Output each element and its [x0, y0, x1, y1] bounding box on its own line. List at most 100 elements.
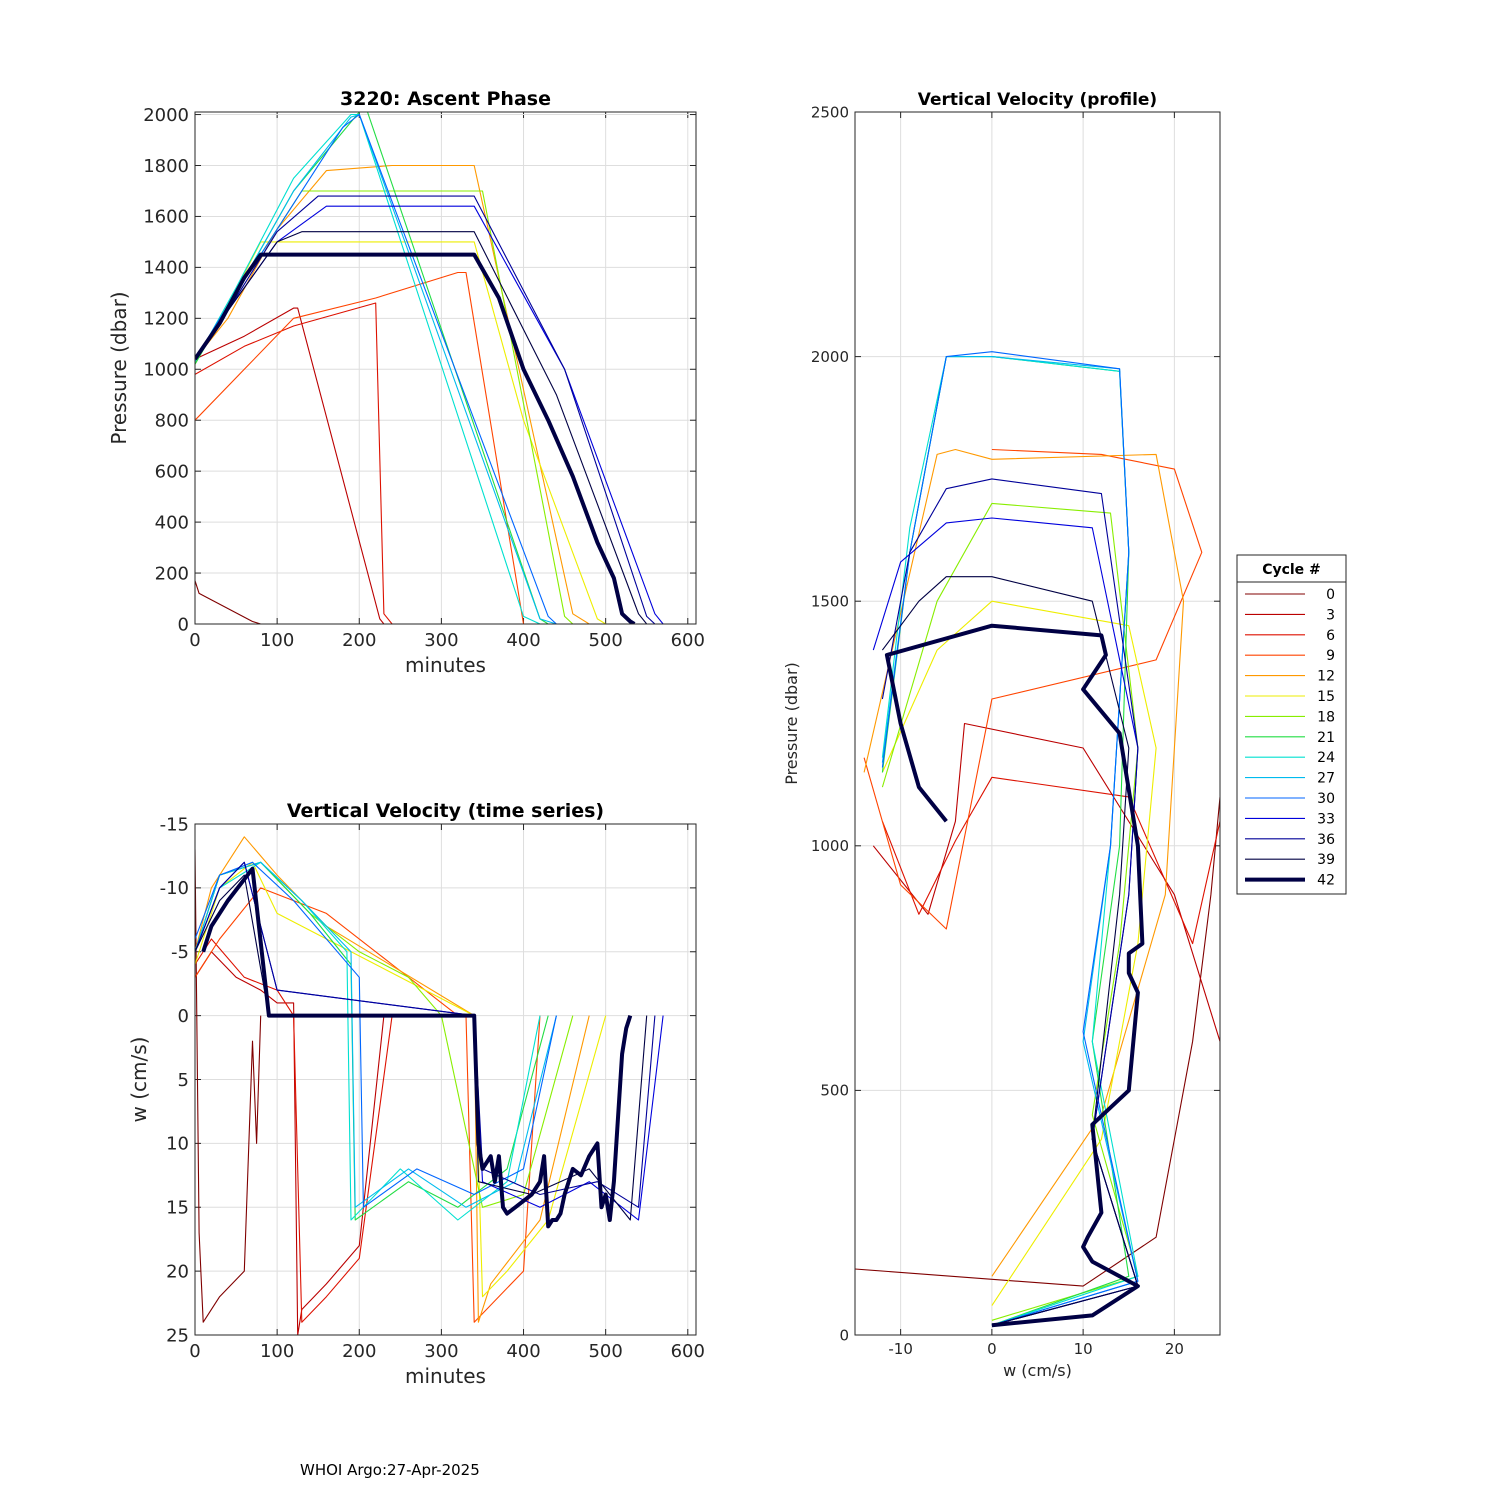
wtime-chart: 0 100 200 300 400 500 600 -15 -10 -5 0 5 10 15 20 25 Ver… [127, 800, 705, 1388]
series-line-cycle-24 [195, 113, 541, 624]
series-group [195, 836, 664, 1335]
legend-label-cycle-15: 15 [1317, 689, 1335, 705]
legend-label-cycle-33: 33 [1317, 811, 1335, 827]
series-line-cycle-12 [863, 448, 1185, 1277]
x-tick-label: 500 [588, 1341, 622, 1362]
y-tick-label: -5 [171, 942, 189, 963]
legend-label-cycle-3: 3 [1326, 607, 1335, 623]
y-tick-label: 1000 [143, 360, 189, 381]
legend-label-cycle-9: 9 [1326, 648, 1335, 664]
series-group [855, 351, 1220, 1328]
y-tick-label: 2000 [143, 105, 189, 126]
y-tick-label: -10 [160, 878, 189, 899]
legend-label-cycle-24: 24 [1317, 750, 1335, 766]
chart-title: Vertical Velocity (profile) [918, 90, 1157, 110]
legend-label-cycle-39: 39 [1317, 852, 1335, 868]
y-tick-label: 20 [166, 1261, 189, 1282]
x-axis-label: minutes [405, 653, 486, 677]
chart-title: 3220: Ascent Phase [340, 88, 551, 110]
y-tick-label: 800 [155, 411, 189, 432]
series-line-cycle-9 [863, 448, 1203, 930]
y-tick-label: 25 [166, 1325, 189, 1346]
series-line-cycle-9 [195, 271, 525, 624]
ascent-chart: 0 100 200 300 400 500 600 0 200 400 600 800 1000 1200… [107, 88, 705, 677]
x-tick-label: 600 [671, 630, 705, 651]
x-tick-label: -10 [888, 1340, 913, 1358]
legend-label-cycle-36: 36 [1317, 832, 1335, 848]
legend-label-cycle-6: 6 [1326, 628, 1335, 644]
x-tick-label: 0 [189, 1341, 200, 1362]
wprofile-chart: -10 0 10 20 0 500 1000 1500 2000 2500 Vertical Vel… [782, 90, 1221, 1380]
x-tick-label: 20 [1165, 1340, 1184, 1358]
y-tick-label: 0 [839, 1326, 849, 1344]
series-line-cycle-27 [195, 861, 557, 1208]
y-tick-label: 1400 [143, 258, 189, 279]
y-tick-label: 15 [166, 1198, 189, 1219]
series-line-cycle-0 [855, 796, 1220, 1287]
series-group [195, 112, 664, 624]
series-line-cycle-6 [881, 776, 1220, 945]
series-line-cycle-6 [195, 302, 393, 624]
y-tick-label: 500 [820, 1082, 849, 1100]
y-tick-label: -15 [160, 814, 189, 835]
series-line-cycle-0 [195, 849, 262, 1323]
axes-frame [194, 823, 697, 1336]
y-tick-label: 1600 [143, 207, 189, 228]
x-axis-label: w (cm/s) [1003, 1361, 1072, 1380]
series-line-cycle-0 [195, 580, 261, 624]
series-line-cycle-39 [881, 576, 1139, 1326]
y-tick-label: 2500 [811, 103, 849, 121]
x-tick-label: 400 [506, 630, 540, 651]
x-tick-label: 300 [424, 1341, 458, 1362]
y-tick-label: 5 [178, 1070, 189, 1091]
x-tick-label: 300 [424, 630, 458, 651]
series-line-cycle-15 [881, 600, 1157, 1306]
legend-label-cycle-0: 0 [1326, 587, 1335, 603]
axes-frame [194, 111, 697, 625]
y-tick-label: 1800 [143, 156, 189, 177]
legend-title: Cycle # [1262, 562, 1321, 578]
y-tick-label: 10 [166, 1134, 189, 1155]
y-axis-label: Pressure (dbar) [782, 662, 801, 785]
y-tick-label: 0 [178, 614, 189, 635]
x-tick-label: 10 [1074, 1340, 1093, 1358]
series-line-cycle-24 [195, 861, 541, 1221]
legend-label-cycle-18: 18 [1317, 709, 1335, 725]
plot-area [855, 112, 1220, 1335]
chart-title: Vertical Velocity (time series) [287, 800, 604, 822]
series-line-cycle-42 [201, 866, 633, 1229]
axes-frame [854, 111, 1221, 1336]
y-tick-label: 0 [178, 1006, 189, 1027]
legend-label-cycle-30: 30 [1317, 791, 1335, 807]
y-tick-label: 1500 [811, 592, 849, 610]
x-tick-label: 600 [671, 1341, 705, 1362]
series-line-cycle-12 [195, 164, 590, 624]
legend-box [1236, 554, 1347, 895]
y-tick-label: 1200 [143, 309, 189, 330]
x-axis-label: minutes [405, 1364, 486, 1388]
legend-label-cycle-42: 42 [1317, 873, 1335, 889]
x-tick-label: 200 [342, 1341, 376, 1362]
series-line-cycle-30 [195, 861, 557, 1208]
y-tick-label: 400 [155, 512, 189, 533]
x-tick-label: 100 [260, 1341, 294, 1362]
x-tick-label: 0 [189, 630, 200, 651]
legend-label-cycle-12: 12 [1317, 669, 1335, 685]
x-tick-label: 100 [260, 630, 294, 651]
series-line-cycle-39 [195, 231, 648, 624]
y-tick-label: 1000 [811, 837, 849, 855]
legend-label-cycle-27: 27 [1317, 771, 1335, 787]
series-line-cycle-3 [195, 307, 385, 624]
y-axis-label: w (cm/s) [127, 1037, 151, 1123]
x-tick-label: 500 [588, 630, 622, 651]
legend-label-cycle-21: 21 [1317, 730, 1335, 746]
x-tick-label: 0 [987, 1340, 997, 1358]
y-tick-label: 600 [155, 461, 189, 482]
series-line-cycle-42 [195, 252, 636, 624]
y-tick-label: 200 [155, 563, 189, 584]
series-line-cycle-42 [884, 623, 1145, 1328]
footer-text: WHOI Argo:27-Apr-2025 [300, 1461, 480, 1479]
x-tick-label: 400 [506, 1341, 540, 1362]
